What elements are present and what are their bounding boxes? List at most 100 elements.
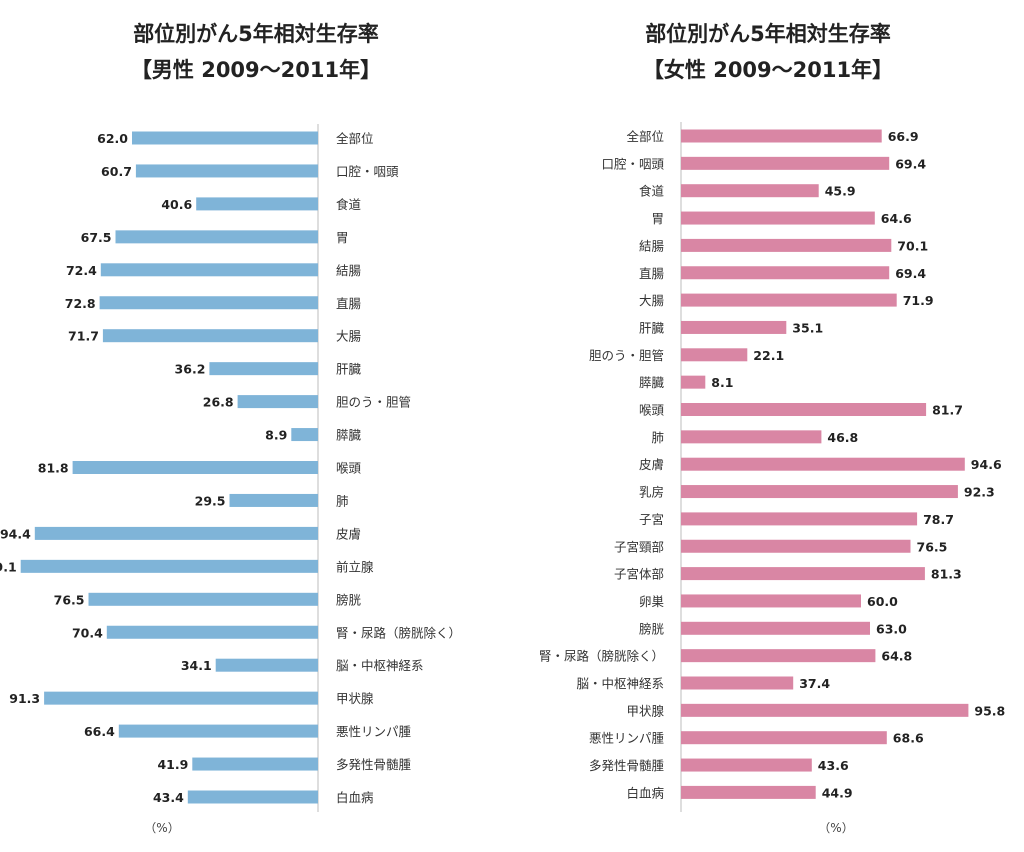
male-category-label: 全部位 xyxy=(336,131,374,146)
male-category-label: 膀胱 xyxy=(336,592,362,607)
male-category-label: 前立腺 xyxy=(336,559,374,574)
female-value-label: 81.3 xyxy=(931,567,962,582)
female-value-label: 64.6 xyxy=(881,211,912,226)
female-value-label: 64.8 xyxy=(881,649,912,664)
male-bar xyxy=(118,724,318,738)
male-bar xyxy=(192,757,318,771)
female-bar xyxy=(681,184,819,198)
female-bar xyxy=(681,348,748,362)
female-bar xyxy=(681,676,794,690)
male-bar xyxy=(215,658,318,672)
female-category-label: 肝臓 xyxy=(639,320,665,335)
female-bar xyxy=(681,293,897,307)
female-value-label: 94.6 xyxy=(971,457,1002,472)
male-value-label: 99.1 xyxy=(0,559,17,574)
male-category-label: 多発性骨髄腫 xyxy=(336,757,412,772)
female-bar xyxy=(681,430,822,444)
female-bar xyxy=(681,731,887,745)
female-bar xyxy=(681,156,890,170)
female-bar xyxy=(681,621,870,635)
male-category-label: 甲状腺 xyxy=(336,691,374,706)
male-bar xyxy=(106,625,318,639)
female-value-label: 92.3 xyxy=(964,485,995,500)
male-bar xyxy=(102,329,319,343)
male-chart-title: 部位別がん5年相対生存率 xyxy=(133,22,379,46)
female-bar xyxy=(681,758,812,772)
female-bar xyxy=(681,703,969,717)
female-bar xyxy=(681,485,958,499)
male-value-label: 36.2 xyxy=(175,362,206,377)
female-value-label: 70.1 xyxy=(897,238,928,253)
female-category-label: 大腸 xyxy=(639,293,665,308)
female-value-label: 69.4 xyxy=(895,266,926,281)
female-bar xyxy=(681,785,816,799)
male-category-label: 皮膚 xyxy=(336,526,361,541)
male-value-label: 60.7 xyxy=(101,164,132,179)
female-chart-subtitle: 【女性 2009〜2011年】 xyxy=(642,58,894,82)
female-category-label: 甲状腺 xyxy=(626,703,664,718)
male-category-label: 胃 xyxy=(336,230,349,245)
male-value-label: 66.4 xyxy=(84,724,115,739)
male-bar xyxy=(72,461,318,474)
female-bar xyxy=(681,539,911,553)
male-category-label: 白血病 xyxy=(336,790,374,805)
male-category-label: 喉頭 xyxy=(336,461,362,476)
male-chart-title-block: 部位別がん5年相対生存率 【男性 2009〜2011年】 xyxy=(0,16,512,88)
male-value-label: 94.4 xyxy=(0,526,31,541)
male-value-label: 34.1 xyxy=(181,658,212,673)
female-category-label: 白血病 xyxy=(626,785,664,800)
female-value-label: 69.4 xyxy=(895,156,926,171)
female-category-label: 乳房 xyxy=(639,485,664,500)
male-bar xyxy=(229,493,318,507)
male-bar xyxy=(135,164,318,178)
female-category-label: 肺 xyxy=(651,430,664,445)
male-bar xyxy=(100,263,318,277)
male-bar xyxy=(237,395,318,409)
female-value-label: 66.9 xyxy=(888,129,919,144)
male-value-label: 40.6 xyxy=(161,197,192,212)
female-bar xyxy=(681,567,925,581)
female-value-label: 37.4 xyxy=(799,676,830,691)
male-category-label: 口腔・咽頭 xyxy=(336,164,399,179)
male-value-label: 62.0 xyxy=(97,131,128,146)
female-category-label: 結腸 xyxy=(639,238,665,253)
female-value-label: 35.1 xyxy=(792,320,823,335)
male-bar xyxy=(196,197,318,211)
male-value-label: 76.5 xyxy=(54,592,85,607)
female-value-label: 43.6 xyxy=(818,758,849,773)
male-category-label: 結腸 xyxy=(336,263,362,278)
female-bar xyxy=(681,457,965,471)
male-bar xyxy=(132,131,318,145)
male-bar xyxy=(34,526,319,540)
male-category-label: 膵臓 xyxy=(336,428,362,443)
female-value-label: 71.9 xyxy=(903,293,934,308)
female-value-label: 8.1 xyxy=(711,375,733,390)
female-value-label: 46.8 xyxy=(827,430,858,445)
female-unit-label: （%） xyxy=(818,821,853,835)
female-category-label: 全部位 xyxy=(626,129,664,144)
male-bar xyxy=(291,428,318,442)
male-value-label: 72.4 xyxy=(66,263,97,278)
female-category-label: 皮膚 xyxy=(639,457,664,472)
female-bar xyxy=(681,238,892,252)
male-value-label: 67.5 xyxy=(81,230,112,245)
female-value-label: 22.1 xyxy=(753,348,784,363)
female-bar xyxy=(681,375,706,389)
female-category-label: 胃 xyxy=(651,211,664,226)
male-category-label: 肝臓 xyxy=(336,362,362,377)
male-value-label: 91.3 xyxy=(9,691,40,706)
female-category-label: 悪性リンパ腫 xyxy=(589,731,665,746)
female-category-label: 食道 xyxy=(639,184,665,199)
female-bar xyxy=(681,649,876,663)
female-category-label: 胆のう・胆管 xyxy=(589,348,664,363)
male-bar xyxy=(44,691,318,705)
male-category-label: 食道 xyxy=(336,197,362,212)
male-value-label: 81.8 xyxy=(38,461,69,476)
female-value-label: 45.9 xyxy=(825,184,856,199)
male-value-label: 70.4 xyxy=(72,625,103,640)
female-bar xyxy=(681,512,918,526)
female-value-label: 95.8 xyxy=(974,703,1005,718)
female-value-label: 78.7 xyxy=(923,512,954,527)
male-category-label: 悪性リンパ腫 xyxy=(336,724,412,739)
